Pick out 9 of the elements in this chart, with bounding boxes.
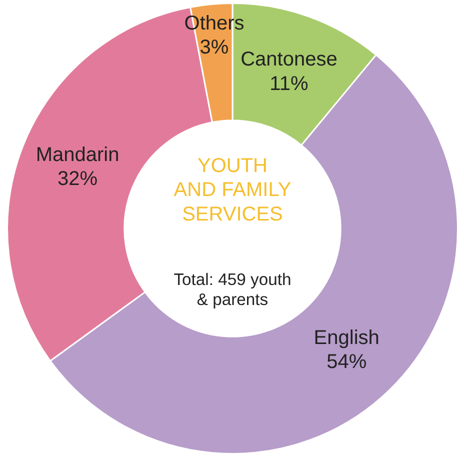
slice-label: English bbox=[314, 326, 380, 349]
text: YOUTH AND FAMILY SERVICES bbox=[174, 155, 292, 226]
data-label: 3% bbox=[200, 36, 229, 59]
slice-label: Mandarin bbox=[36, 144, 120, 166]
data-label: 54% bbox=[326, 351, 367, 374]
slice-label: Cantonese bbox=[240, 48, 338, 71]
text: Total: 459 youth & parents bbox=[174, 270, 292, 309]
data-label: 32% bbox=[58, 168, 98, 190]
data-label: 11% bbox=[270, 72, 308, 95]
